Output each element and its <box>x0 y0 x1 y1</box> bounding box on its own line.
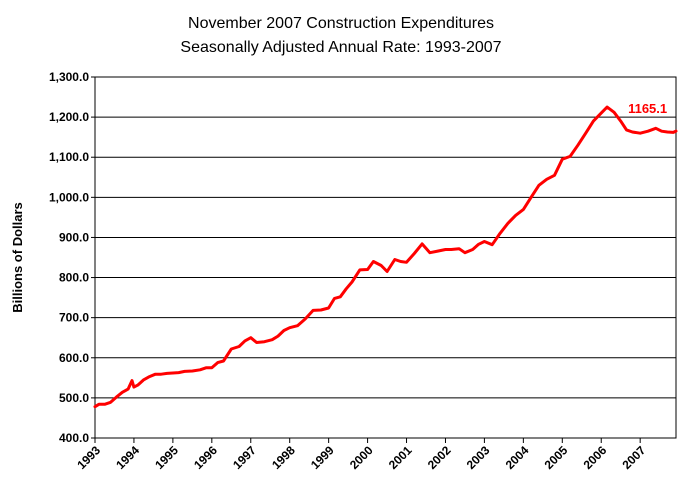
x-axis-ticks <box>94 438 641 443</box>
plot-frame <box>94 76 677 439</box>
y-tick-label: 500.0 <box>59 391 89 405</box>
x-tick-label: 1993 <box>74 443 103 472</box>
x-tick-labels: 1993 1994 1995 1996 1997 1998 1999 2000 2001 2002… <box>74 443 648 472</box>
y-axis-ticks <box>91 76 95 439</box>
y-axis-label: Billions of Dollars <box>10 202 25 313</box>
series-line <box>93 105 678 409</box>
gridlines <box>95 76 676 439</box>
y-tick-label: 1,300.0 <box>49 70 89 84</box>
x-tick-label: 1996 <box>191 443 220 472</box>
x-tick-label: 1998 <box>269 443 298 472</box>
x-tick-label: 1997 <box>230 443 259 472</box>
y-tick-labels: 400.0 500.0 600.0 700.0 800.0 900.0 1,000.0 1,1… <box>49 70 89 445</box>
x-tick-label: 2007 <box>620 443 649 472</box>
series-group <box>93 105 678 409</box>
y-tick-label: 800.0 <box>59 271 89 285</box>
y-tick-label: 700.0 <box>59 311 89 325</box>
y-tick-label: 1,000.0 <box>49 190 89 204</box>
y-tick-label: 400.0 <box>59 431 89 445</box>
x-tick-label: 2001 <box>386 443 415 472</box>
x-tick-label: 2000 <box>347 443 376 472</box>
chart-title: November 2007 Construction Expenditures <box>188 15 494 32</box>
x-tick-label: 1999 <box>308 443 337 472</box>
x-tick-label: 2002 <box>425 443 454 472</box>
x-tick-label: 1995 <box>152 443 181 472</box>
x-tick-label: 2006 <box>581 443 610 472</box>
x-tick-label: 2004 <box>503 443 532 472</box>
peak-annotation: 1165.1 <box>628 101 667 116</box>
x-tick-label: 1994 <box>113 443 142 472</box>
y-tick-label: 1,200.0 <box>49 110 89 124</box>
chart-subtitle: Seasonally Adjusted Annual Rate: 1993-20… <box>180 39 502 56</box>
y-tick-label: 600.0 <box>59 351 89 365</box>
x-tick-label: 2003 <box>464 443 493 472</box>
y-tick-label: 1,100.0 <box>49 150 89 164</box>
y-tick-label: 900.0 <box>59 230 89 244</box>
x-tick-label: 2005 <box>542 443 571 472</box>
